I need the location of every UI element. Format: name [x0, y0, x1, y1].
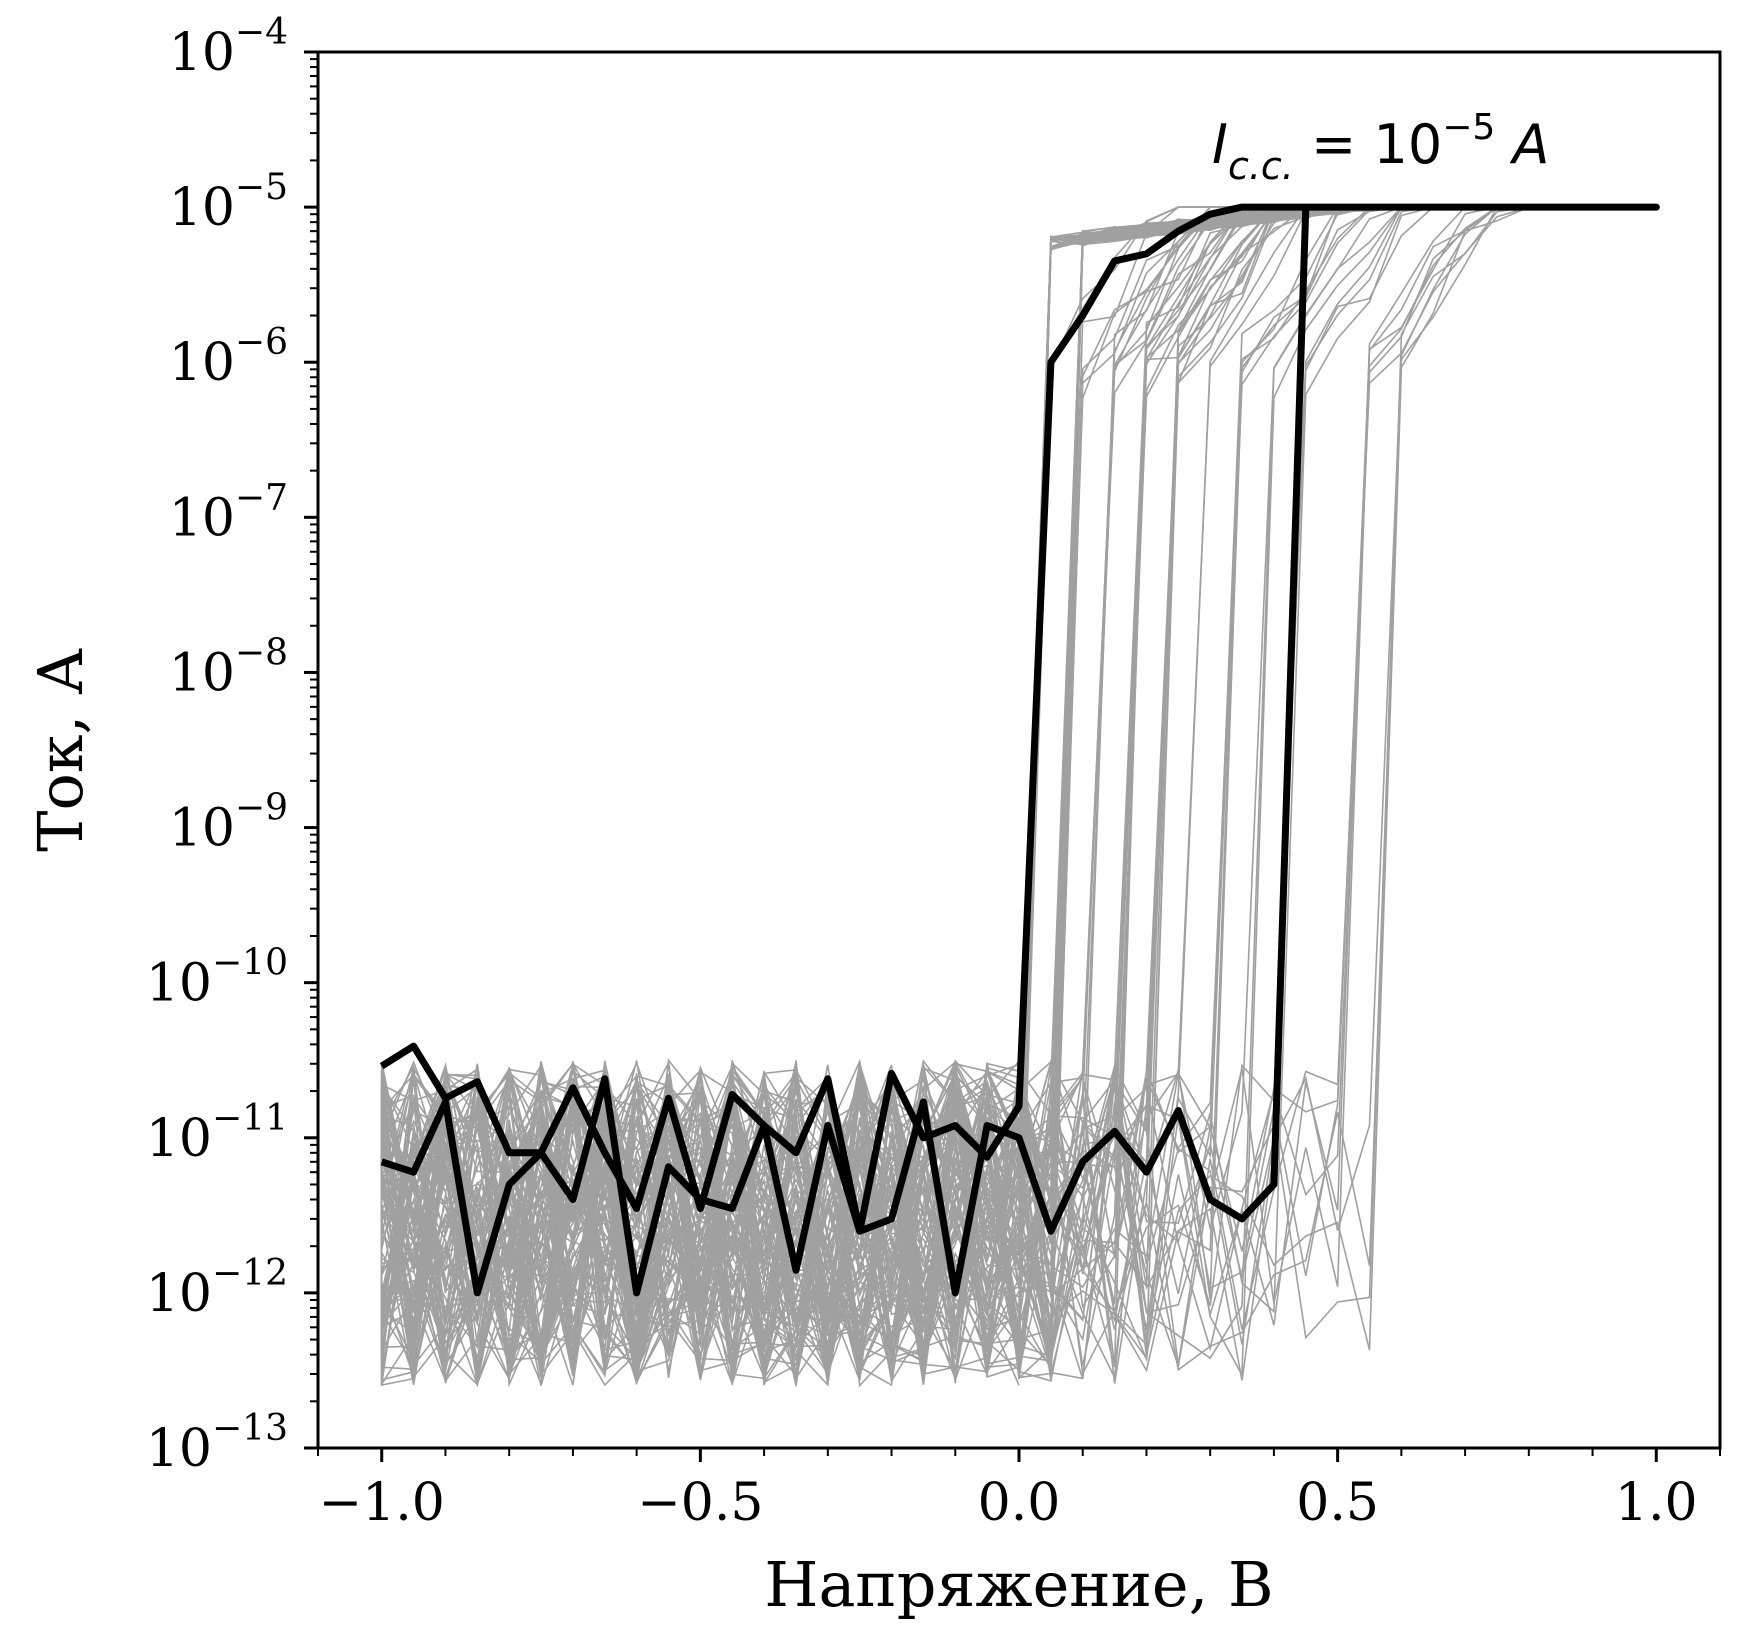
y-axis-label: Ток, А [24, 648, 97, 852]
y-tick-base: 10 [169, 799, 235, 859]
x-tick-label: −1.0 [319, 1473, 445, 1533]
y-tick-label: 10−5 [169, 167, 288, 238]
y-tick-exponent: −7 [235, 477, 288, 518]
y-tick-base: 10 [146, 1419, 212, 1479]
annotation-symbol: I [1212, 113, 1228, 176]
y-tick-base: 10 [146, 954, 212, 1014]
y-tick-base: 10 [169, 178, 235, 238]
compliance-annotation: Ic.c. = 10−5 A [1212, 107, 1549, 188]
y-tick-exponent: −12 [212, 1253, 288, 1294]
annotation-space [1495, 113, 1512, 176]
y-tick-label: 10−10 [146, 943, 288, 1014]
y-tick-label: 10−4 [169, 12, 288, 83]
x-axis-label: Напряжение, В [764, 1548, 1273, 1621]
y-tick-base: 10 [169, 488, 235, 548]
y-tick-exponent: −9 [235, 788, 288, 829]
background-curves [380, 206, 1657, 1388]
y-tick-exponent: −10 [212, 943, 288, 984]
y-tick-label: 10−7 [169, 477, 288, 548]
y-tick-label: 10−11 [146, 1098, 288, 1169]
annotation-unit: A [1509, 113, 1549, 176]
x-axis-ticks: −1.0 −0.5 0.0 0.5 1.0 [317, 1448, 1721, 1533]
x-tick-label: 1.0 [1615, 1473, 1698, 1533]
y-tick-base: 10 [169, 643, 235, 703]
annotation-subscript: c.c. [1228, 144, 1294, 188]
annotation-equals: = [1294, 113, 1374, 176]
y-tick-exponent: −13 [212, 1408, 288, 1449]
highlighted-series-line [379, 203, 1660, 1297]
y-tick-label: 10−8 [169, 632, 288, 703]
y-tick-label: 10−13 [146, 1408, 288, 1479]
y-tick-exponent: −6 [235, 322, 288, 363]
y-tick-exponent: −8 [235, 632, 288, 673]
highlighted-curve [379, 203, 1660, 1297]
y-tick-base: 10 [169, 23, 235, 83]
y-tick-exponent: −5 [235, 167, 288, 208]
x-tick-label: 0.0 [978, 1473, 1061, 1533]
y-tick-base: 10 [146, 1264, 212, 1324]
y-tick-base: 10 [146, 1109, 212, 1169]
x-tick-label: −0.5 [637, 1473, 763, 1533]
annotation-exponent: −5 [1442, 107, 1495, 148]
y-tick-exponent: −4 [235, 12, 288, 53]
y-axis-ticks: 10−410−510−610−710−810−910−1010−1110−121… [146, 12, 318, 1479]
y-tick-base: 10 [169, 333, 235, 393]
y-tick-label: 10−6 [169, 322, 288, 393]
x-tick-label: 0.5 [1296, 1473, 1379, 1533]
y-tick-label: 10−12 [146, 1253, 288, 1324]
annotation-base: 10 [1373, 113, 1442, 176]
y-tick-label: 10−9 [169, 788, 288, 859]
y-tick-exponent: −11 [212, 1098, 288, 1139]
